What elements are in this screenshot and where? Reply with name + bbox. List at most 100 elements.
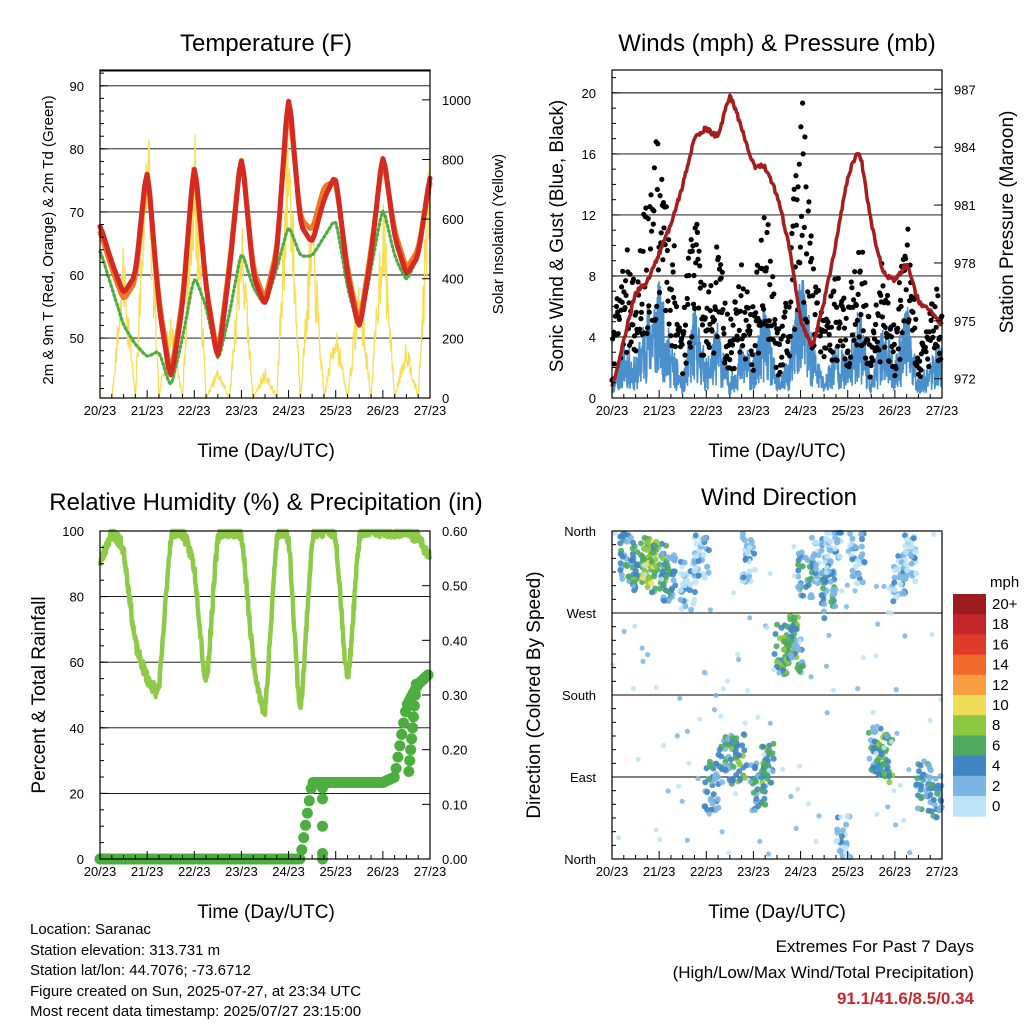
direction-point <box>860 654 867 661</box>
direction-point <box>645 652 651 658</box>
direction-point <box>788 793 794 800</box>
direction-point <box>896 574 903 581</box>
humidity-xtick-label: 27/23 <box>414 864 447 879</box>
gust-point <box>654 186 660 193</box>
gust-point <box>660 257 666 263</box>
direction-point <box>764 775 771 782</box>
gust-point <box>647 246 654 252</box>
direction-point <box>617 560 624 567</box>
extremes-subheading: (High/Low/Max Wind/Total Precipitation) <box>672 963 974 982</box>
temperature-ytick-label: 90 <box>70 79 84 94</box>
direction-point <box>735 651 741 658</box>
direction-point <box>909 544 916 550</box>
gust-point <box>728 350 735 356</box>
direction-point <box>902 633 908 639</box>
direction-point <box>795 567 802 574</box>
direction-point <box>670 577 677 584</box>
gust-point <box>724 311 731 317</box>
direction-point <box>839 827 846 834</box>
direction-point <box>714 796 721 803</box>
humidity-xtick-label: 25/23 <box>319 864 352 879</box>
gust-point <box>912 325 918 331</box>
gust-point <box>871 330 877 336</box>
direction-point <box>871 745 877 751</box>
direction-point <box>926 774 933 781</box>
gust-point <box>901 318 907 324</box>
direction-title: Wind Direction <box>701 484 857 511</box>
direction-point <box>653 684 659 691</box>
gust-point <box>800 100 806 106</box>
direction-point <box>849 556 856 563</box>
gust-point <box>613 303 620 310</box>
direction-point <box>700 551 707 558</box>
humidity-ytick-label: 20 <box>70 786 84 801</box>
winds-xtick-label: 21/23 <box>643 403 676 418</box>
direction-point <box>693 540 700 547</box>
gust-point <box>690 301 697 307</box>
gust-point <box>890 349 896 355</box>
gust-point <box>809 255 815 262</box>
gust-point <box>934 343 940 349</box>
direction-point <box>724 678 731 684</box>
legend-label: 4 <box>992 758 1000 775</box>
gust-point <box>892 373 898 379</box>
gust-point <box>886 358 892 364</box>
direction-point <box>807 594 814 601</box>
gust-point <box>874 339 880 345</box>
gust-point <box>694 229 701 235</box>
gust-point <box>743 317 749 323</box>
gust-point <box>930 328 936 334</box>
direction-point <box>918 795 925 802</box>
gust-point <box>899 330 905 336</box>
gust-point <box>680 371 686 377</box>
direction-point <box>620 531 627 538</box>
temperature-y2tick-label: 800 <box>442 152 464 167</box>
legend-label: 18 <box>992 616 1009 633</box>
direction-point <box>771 651 778 657</box>
gust-point <box>689 334 695 340</box>
gust-point <box>667 307 673 313</box>
gust-point <box>659 176 665 182</box>
direction-point <box>879 761 886 767</box>
direction-point <box>845 548 851 554</box>
direction-point <box>764 625 770 631</box>
direction-point <box>852 588 858 594</box>
direction-point <box>885 610 891 616</box>
gust-point <box>658 230 664 236</box>
direction-point <box>881 583 887 590</box>
direction-point <box>811 551 818 558</box>
extremes-heading: Extremes For Past 7 Days <box>775 937 974 956</box>
direction-point <box>753 795 760 802</box>
gust-point <box>715 254 722 260</box>
gust-point <box>718 275 724 281</box>
gust-point <box>862 355 869 361</box>
direction-point <box>821 576 828 583</box>
humidity-y2tick-label: 0.20 <box>442 743 467 758</box>
gust-point <box>746 323 752 329</box>
gust-point <box>855 291 861 297</box>
gust-point <box>623 292 629 298</box>
direction-point <box>788 654 795 661</box>
gust-point <box>903 256 909 262</box>
direction-point <box>791 573 798 579</box>
gust-point <box>735 337 741 343</box>
direction-point <box>736 752 743 759</box>
gust-point <box>848 354 854 360</box>
direction-point <box>639 645 645 651</box>
gust-point <box>630 276 637 282</box>
direction-point <box>627 534 634 541</box>
gust-point <box>640 248 646 254</box>
gust-point <box>663 204 669 210</box>
direction-point <box>719 829 725 835</box>
gust-point <box>845 348 851 354</box>
direction-point <box>751 550 758 557</box>
direction-point <box>692 532 699 539</box>
gust-point <box>694 221 700 227</box>
gust-point <box>747 328 753 334</box>
direction-point <box>878 751 885 758</box>
direction-point <box>824 553 831 560</box>
direction-point <box>853 563 859 570</box>
direction-point <box>771 667 777 673</box>
gust-point <box>782 309 788 315</box>
direction-point <box>932 785 939 792</box>
